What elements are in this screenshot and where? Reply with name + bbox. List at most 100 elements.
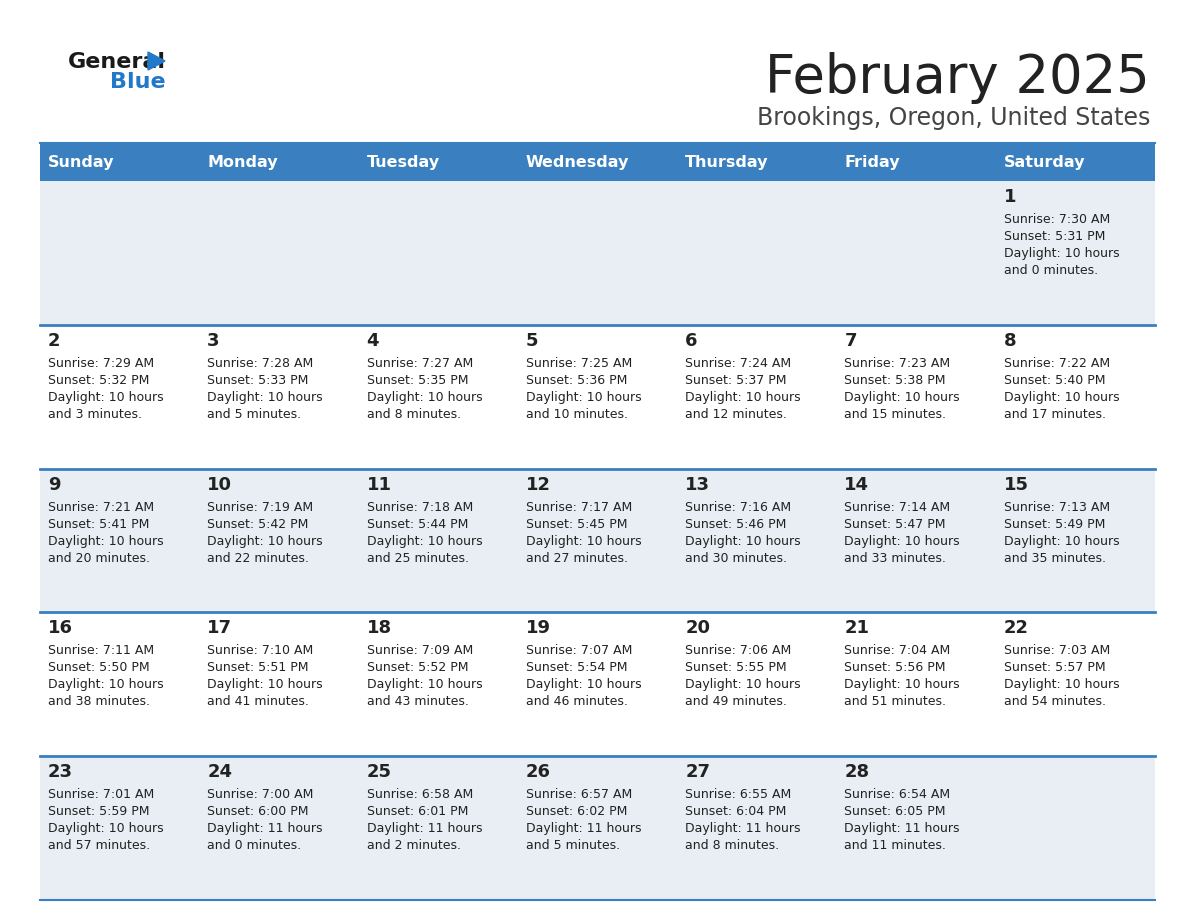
Text: Sunrise: 7:16 AM: Sunrise: 7:16 AM	[685, 500, 791, 513]
Text: Tuesday: Tuesday	[367, 154, 440, 170]
Text: and 38 minutes.: and 38 minutes.	[48, 696, 150, 709]
Text: Sunrise: 7:06 AM: Sunrise: 7:06 AM	[685, 644, 791, 657]
Text: Sunrise: 6:54 AM: Sunrise: 6:54 AM	[845, 789, 950, 801]
Text: Sunset: 5:44 PM: Sunset: 5:44 PM	[367, 518, 468, 531]
Text: Daylight: 10 hours: Daylight: 10 hours	[526, 678, 642, 691]
Text: and 15 minutes.: and 15 minutes.	[845, 408, 947, 420]
Text: 4: 4	[367, 331, 379, 350]
Text: Sunset: 5:32 PM: Sunset: 5:32 PM	[48, 374, 150, 386]
Text: Sunset: 6:00 PM: Sunset: 6:00 PM	[207, 805, 309, 818]
Text: Daylight: 10 hours: Daylight: 10 hours	[367, 534, 482, 548]
Text: 7: 7	[845, 331, 857, 350]
Text: Sunset: 5:50 PM: Sunset: 5:50 PM	[48, 661, 150, 675]
Text: Sunset: 5:45 PM: Sunset: 5:45 PM	[526, 518, 627, 531]
Text: 22: 22	[1004, 620, 1029, 637]
Text: Sunrise: 7:09 AM: Sunrise: 7:09 AM	[367, 644, 473, 657]
Text: Sunrise: 7:29 AM: Sunrise: 7:29 AM	[48, 357, 154, 370]
Text: Daylight: 10 hours: Daylight: 10 hours	[685, 678, 801, 691]
Text: and 22 minutes.: and 22 minutes.	[207, 552, 309, 565]
Text: Sunset: 5:55 PM: Sunset: 5:55 PM	[685, 661, 786, 675]
Text: 14: 14	[845, 476, 870, 494]
Text: Daylight: 10 hours: Daylight: 10 hours	[1004, 534, 1119, 548]
Text: Daylight: 10 hours: Daylight: 10 hours	[1004, 247, 1119, 260]
Text: Sunday: Sunday	[48, 154, 114, 170]
Text: Monday: Monday	[207, 154, 278, 170]
Text: Sunrise: 7:00 AM: Sunrise: 7:00 AM	[207, 789, 314, 801]
Text: Sunset: 5:54 PM: Sunset: 5:54 PM	[526, 661, 627, 675]
Text: Sunrise: 7:19 AM: Sunrise: 7:19 AM	[207, 500, 314, 513]
Text: Daylight: 10 hours: Daylight: 10 hours	[1004, 391, 1119, 404]
Text: Daylight: 10 hours: Daylight: 10 hours	[48, 391, 164, 404]
Text: General: General	[68, 52, 166, 72]
Text: Sunset: 5:49 PM: Sunset: 5:49 PM	[1004, 518, 1105, 531]
Text: and 49 minutes.: and 49 minutes.	[685, 696, 786, 709]
Text: 15: 15	[1004, 476, 1029, 494]
Text: Sunrise: 7:22 AM: Sunrise: 7:22 AM	[1004, 357, 1110, 370]
Text: Sunrise: 7:23 AM: Sunrise: 7:23 AM	[845, 357, 950, 370]
Text: Sunset: 6:05 PM: Sunset: 6:05 PM	[845, 805, 946, 818]
Text: 25: 25	[367, 763, 392, 781]
Text: and 41 minutes.: and 41 minutes.	[207, 696, 309, 709]
Text: and 51 minutes.: and 51 minutes.	[845, 696, 947, 709]
Text: Sunset: 5:31 PM: Sunset: 5:31 PM	[1004, 230, 1105, 243]
Text: 11: 11	[367, 476, 392, 494]
Text: Daylight: 11 hours: Daylight: 11 hours	[526, 823, 642, 835]
Text: Sunrise: 7:03 AM: Sunrise: 7:03 AM	[1004, 644, 1110, 657]
Text: Daylight: 10 hours: Daylight: 10 hours	[207, 678, 323, 691]
Text: Thursday: Thursday	[685, 154, 769, 170]
Text: Sunrise: 7:01 AM: Sunrise: 7:01 AM	[48, 789, 154, 801]
Text: 16: 16	[48, 620, 72, 637]
Text: Sunrise: 7:28 AM: Sunrise: 7:28 AM	[207, 357, 314, 370]
Text: Friday: Friday	[845, 154, 901, 170]
Text: Daylight: 10 hours: Daylight: 10 hours	[526, 534, 642, 548]
Text: Sunrise: 7:21 AM: Sunrise: 7:21 AM	[48, 500, 154, 513]
Text: Sunset: 5:42 PM: Sunset: 5:42 PM	[207, 518, 309, 531]
Text: Daylight: 11 hours: Daylight: 11 hours	[367, 823, 482, 835]
Text: and 10 minutes.: and 10 minutes.	[526, 408, 627, 420]
Text: and 11 minutes.: and 11 minutes.	[845, 839, 947, 852]
Text: Sunrise: 7:27 AM: Sunrise: 7:27 AM	[367, 357, 473, 370]
Text: 5: 5	[526, 331, 538, 350]
Text: and 8 minutes.: and 8 minutes.	[685, 839, 779, 852]
Text: Sunrise: 7:11 AM: Sunrise: 7:11 AM	[48, 644, 154, 657]
Text: Sunset: 5:41 PM: Sunset: 5:41 PM	[48, 518, 150, 531]
Text: Sunset: 6:01 PM: Sunset: 6:01 PM	[367, 805, 468, 818]
Text: Daylight: 10 hours: Daylight: 10 hours	[367, 391, 482, 404]
Text: Sunset: 5:52 PM: Sunset: 5:52 PM	[367, 661, 468, 675]
Text: and 17 minutes.: and 17 minutes.	[1004, 408, 1106, 420]
Text: Sunset: 5:47 PM: Sunset: 5:47 PM	[845, 518, 946, 531]
Text: 13: 13	[685, 476, 710, 494]
Text: and 57 minutes.: and 57 minutes.	[48, 839, 150, 852]
Text: 18: 18	[367, 620, 392, 637]
Text: Sunrise: 7:17 AM: Sunrise: 7:17 AM	[526, 500, 632, 513]
Text: and 30 minutes.: and 30 minutes.	[685, 552, 788, 565]
Text: and 27 minutes.: and 27 minutes.	[526, 552, 627, 565]
Text: and 0 minutes.: and 0 minutes.	[1004, 264, 1098, 277]
Text: 21: 21	[845, 620, 870, 637]
Text: 28: 28	[845, 763, 870, 781]
Text: and 12 minutes.: and 12 minutes.	[685, 408, 786, 420]
Text: Daylight: 10 hours: Daylight: 10 hours	[845, 678, 960, 691]
Text: Sunset: 5:56 PM: Sunset: 5:56 PM	[845, 661, 946, 675]
Text: Sunrise: 7:07 AM: Sunrise: 7:07 AM	[526, 644, 632, 657]
Text: and 46 minutes.: and 46 minutes.	[526, 696, 627, 709]
Text: Sunset: 5:57 PM: Sunset: 5:57 PM	[1004, 661, 1105, 675]
Bar	[40, 143, 1155, 181]
Text: and 3 minutes.: and 3 minutes.	[48, 408, 143, 420]
Text: Sunrise: 7:04 AM: Sunrise: 7:04 AM	[845, 644, 950, 657]
Text: 10: 10	[207, 476, 233, 494]
Text: 6: 6	[685, 331, 697, 350]
Text: and 33 minutes.: and 33 minutes.	[845, 552, 947, 565]
Text: Sunset: 5:40 PM: Sunset: 5:40 PM	[1004, 374, 1105, 386]
Text: and 54 minutes.: and 54 minutes.	[1004, 696, 1106, 709]
Text: and 25 minutes.: and 25 minutes.	[367, 552, 468, 565]
Text: Sunrise: 6:57 AM: Sunrise: 6:57 AM	[526, 789, 632, 801]
Bar	[40, 468, 1155, 612]
Text: Brookings, Oregon, United States: Brookings, Oregon, United States	[757, 106, 1150, 130]
Text: Daylight: 10 hours: Daylight: 10 hours	[48, 823, 164, 835]
Bar	[40, 612, 1155, 756]
Text: Sunset: 5:38 PM: Sunset: 5:38 PM	[845, 374, 946, 386]
Text: Daylight: 10 hours: Daylight: 10 hours	[48, 678, 164, 691]
Text: 20: 20	[685, 620, 710, 637]
Text: Sunrise: 7:25 AM: Sunrise: 7:25 AM	[526, 357, 632, 370]
